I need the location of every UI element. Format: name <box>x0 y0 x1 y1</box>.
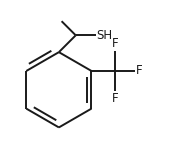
Text: F: F <box>136 64 143 78</box>
Text: SH: SH <box>96 29 113 42</box>
Text: F: F <box>112 37 119 50</box>
Text: F: F <box>112 92 119 105</box>
